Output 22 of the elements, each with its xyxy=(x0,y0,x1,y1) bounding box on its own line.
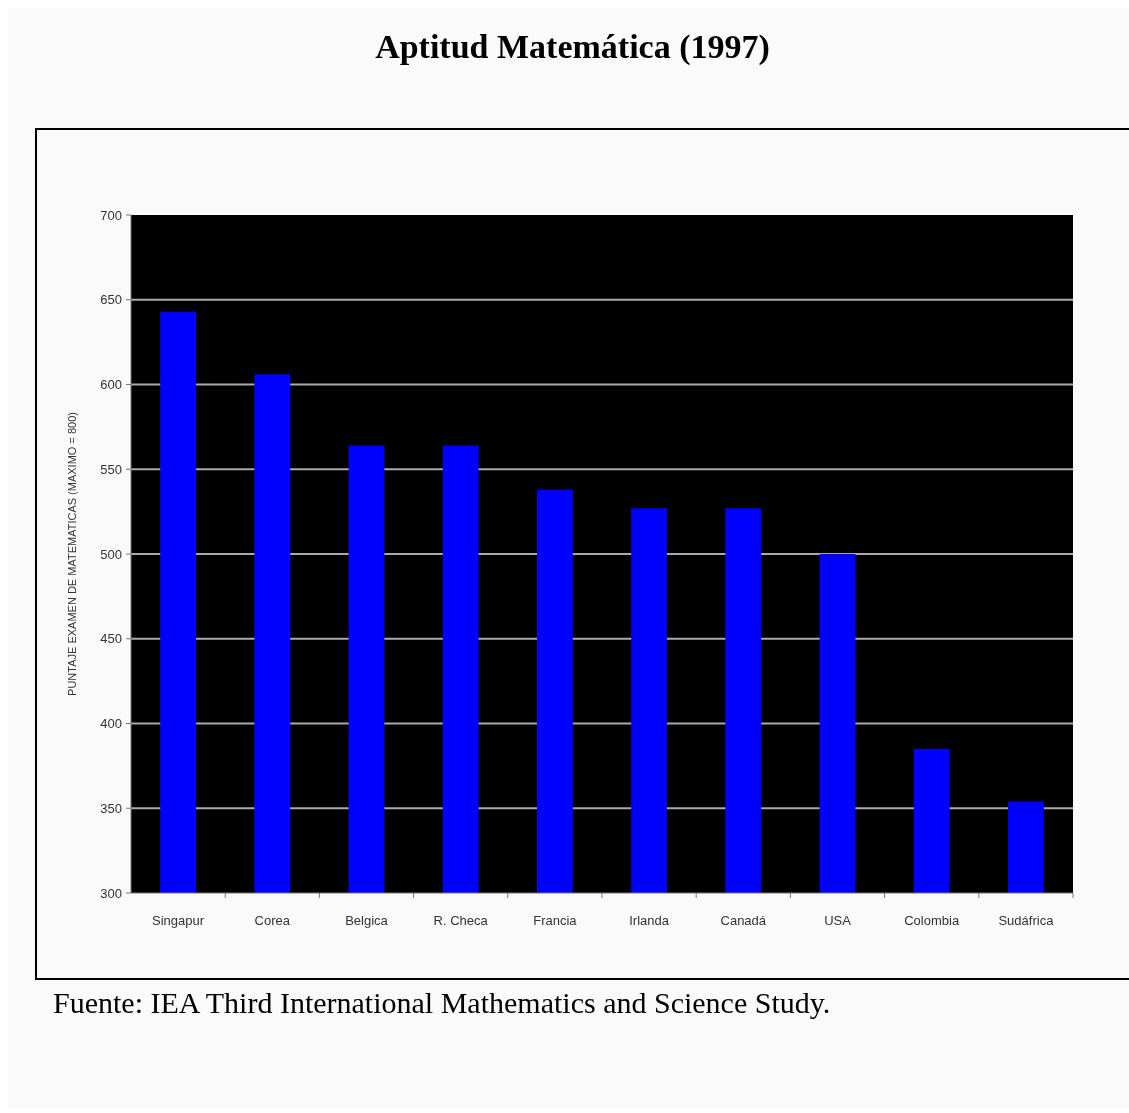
y-tick-label: 450 xyxy=(100,631,122,647)
x-tick-label: Colombia xyxy=(904,913,960,928)
y-tick-label: 550 xyxy=(100,461,122,477)
chart-title: Aptitud Matemática (1997) xyxy=(375,28,770,66)
y-tick-label: 650 xyxy=(100,292,122,308)
y-tick-label: 500 xyxy=(100,546,122,562)
x-tick-label: Corea xyxy=(254,913,291,928)
x-tick-label: Belgica xyxy=(345,913,389,928)
source-note: Fuente: IEA Third International Mathematics and Science Study. xyxy=(53,986,831,1019)
y-tick-label: 700 xyxy=(100,207,122,223)
y-tick-label: 600 xyxy=(100,377,122,393)
x-tick-label: Francia xyxy=(533,913,578,928)
x-tick-label: USA xyxy=(824,913,852,928)
y-axis-title: PUNTAJE EXAMEN DE MATEMATICAS (MAXIMO = 800) xyxy=(66,412,78,696)
x-tick-label: R. Checa xyxy=(433,913,489,928)
x-tick-label: Irlanda xyxy=(629,913,670,928)
y-tick-label: 400 xyxy=(100,716,122,732)
x-tick-label: Singapur xyxy=(152,913,205,928)
x-tick-label: Sudáfrica xyxy=(998,913,1055,928)
x-tick-label: Canadá xyxy=(720,913,767,928)
y-tick-label: 350 xyxy=(100,800,122,816)
y-tick-label: 300 xyxy=(100,885,122,901)
